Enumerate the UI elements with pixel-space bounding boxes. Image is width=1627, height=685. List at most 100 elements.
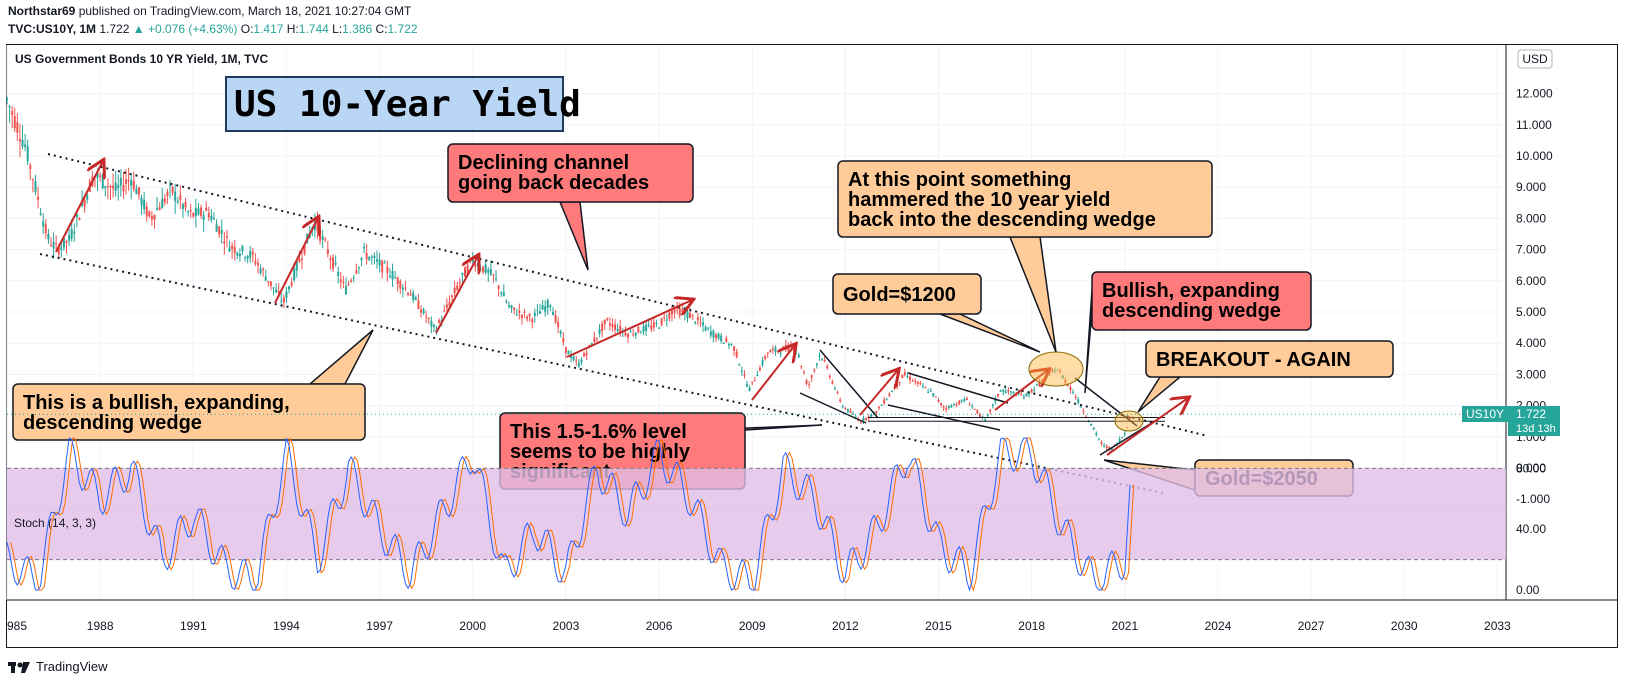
y-tick-label: 7.000: [1516, 243, 1546, 257]
candle-body: [448, 301, 451, 306]
candle-body: [376, 259, 379, 262]
callout-bullish-wedge-line: This is a bullish, expanding,: [23, 392, 290, 414]
candle-body: [163, 198, 166, 203]
candle-body: [373, 255, 376, 258]
candle-body: [546, 300, 549, 308]
candle-body: [1061, 375, 1064, 379]
candle-body: [1126, 427, 1129, 429]
candle-body: [207, 212, 210, 218]
stoch-k-line: [6, 437, 1131, 592]
change-value: +0.076 (+4.63%): [147, 22, 238, 36]
y-tick-label: 6.000: [1516, 274, 1546, 288]
candle-body: [267, 281, 270, 283]
candle-body: [332, 257, 335, 269]
candle-body: [877, 407, 880, 409]
candle-body: [355, 270, 358, 274]
stoch-band: [7, 468, 1506, 560]
candle-body: [404, 287, 407, 289]
candle-body: [1004, 391, 1007, 394]
currency-badge-label: USD: [1522, 52, 1548, 66]
candle-body: [11, 110, 14, 115]
candle-body: [916, 381, 919, 384]
candle-body: [805, 380, 808, 384]
candle-body: [213, 217, 215, 220]
candle-body: [254, 260, 257, 264]
candle-body: [420, 309, 422, 313]
x-tick-label: 2009: [739, 619, 766, 633]
channel-upper-line: [47, 153, 1209, 437]
callout-gold-1200-line: Gold=$1200: [843, 284, 956, 306]
candle-body: [782, 346, 785, 348]
candle-body: [562, 337, 565, 343]
footer-brand[interactable]: TradingView: [8, 659, 108, 674]
candle-body: [533, 312, 536, 316]
candle-body: [360, 257, 363, 261]
candle-body: [280, 300, 283, 302]
candle-body: [337, 271, 340, 276]
candle-body: [660, 318, 663, 326]
candle-body: [285, 291, 288, 298]
candle-body: [106, 185, 109, 187]
candle-body: [945, 408, 948, 410]
callout-hammered-line: back into the descending wedge: [848, 209, 1156, 231]
candle-body: [862, 418, 865, 422]
candle-body: [787, 344, 790, 352]
x-tick-label: 1988: [87, 619, 114, 633]
candle-body: [704, 326, 707, 331]
candle-body: [658, 327, 661, 329]
candle-body: [218, 226, 221, 235]
callout-gold-1200-box: [832, 273, 982, 315]
candle-body: [528, 313, 531, 317]
candle-body: [55, 243, 58, 245]
currency-badge: [1517, 49, 1553, 69]
candle-body: [1103, 445, 1106, 447]
candle-body: [399, 281, 402, 289]
candle-body: [282, 297, 285, 303]
candle-body: [200, 207, 203, 216]
candle-body: [753, 380, 756, 382]
candle-body: [901, 374, 904, 379]
candle-body: [544, 306, 547, 312]
candle-body: [834, 388, 836, 390]
candle-body: [451, 295, 454, 298]
candle-body: [479, 268, 482, 270]
callout-breakout-box: [1145, 340, 1394, 378]
candle-body: [99, 175, 102, 177]
candle-body: [101, 174, 104, 189]
candle-body: [78, 218, 81, 221]
candle-body: [119, 177, 122, 186]
candle-body: [453, 287, 456, 294]
candle-body: [241, 245, 244, 252]
candle-body: [515, 314, 518, 316]
chart-title: US Government Bonds 10 YR Yield, 1M, TVC: [15, 52, 269, 66]
x-tick-label: 2021: [1111, 619, 1138, 633]
y-tick-label: 9.000: [1516, 180, 1546, 194]
candle-body: [678, 308, 681, 316]
y-tick-label: 0.000: [1516, 461, 1546, 475]
candle-body: [156, 208, 159, 210]
candle-body: [647, 324, 650, 326]
candle-body: [890, 391, 893, 393]
candle-body: [577, 362, 580, 367]
candle-body: [153, 214, 156, 220]
author-name[interactable]: Northstar69: [8, 4, 76, 18]
candle-body: [624, 332, 627, 336]
callout-declining-channel-line: going back decades: [458, 172, 649, 194]
candle-body: [272, 287, 275, 289]
candle-body: [500, 292, 503, 295]
candle-body: [233, 247, 236, 253]
candle-body: [865, 417, 868, 420]
candle-body: [1033, 389, 1036, 391]
candle-body: [642, 326, 645, 332]
y-tick-label: 8.000: [1516, 211, 1546, 225]
candle-body: [463, 267, 466, 277]
candle-body: [771, 349, 774, 351]
candle-body: [790, 346, 793, 348]
candle-body: [965, 398, 968, 401]
callout-hammered-line: hammered the 10 year yield: [848, 189, 1110, 211]
candle-body: [112, 185, 115, 189]
candle-body: [1121, 437, 1124, 439]
candle-body: [730, 343, 733, 345]
